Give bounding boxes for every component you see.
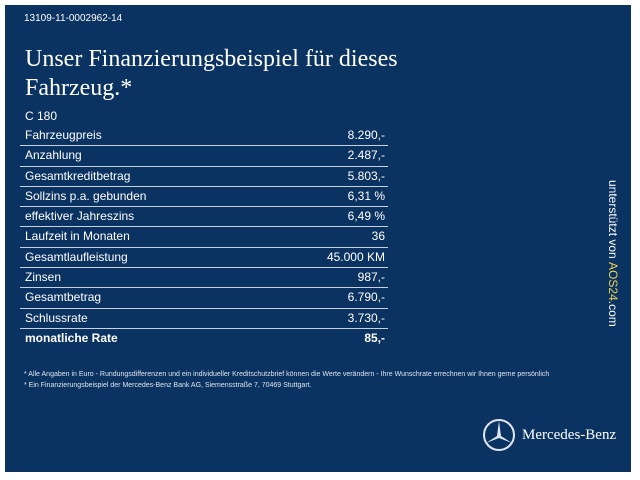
row-label: Fahrzeugpreis — [25, 128, 102, 142]
row-value: 6,49 % — [347, 209, 385, 224]
row-value: 987,- — [357, 270, 385, 285]
row-value: 36 — [371, 229, 385, 244]
sponsor-text: unterstützt von AOS24.com — [606, 180, 620, 327]
financing-table: Fahrzeugpreis 8.290,- Anzahlung 2.487,- Gesa… — [20, 126, 388, 348]
table-row: Gesamtlaufleistung 45.000 KM — [20, 248, 388, 269]
page-title: Unser Finanzierungsbeispiel für dieses F… — [25, 46, 398, 101]
row-value: 45.000 KM — [326, 249, 385, 264]
sponsor-suffix: .com — [606, 300, 620, 327]
table-row: Fahrzeugpreis 8.290,- — [20, 126, 388, 147]
financing-panel: 13109-11-0002962-14 Unser Finanzierungsb… — [5, 5, 631, 472]
table-row: Gesamtbetrag 6.790,- — [20, 288, 388, 309]
vehicle-code: 13109-11-0002962-14 — [24, 13, 123, 24]
table-row: monatliche Rate 85,- — [20, 329, 388, 348]
table-row: Gesamtkreditbetrag 5.803,- — [20, 167, 388, 187]
footnote: * Ein Finanzierungsbeispiel der Mercedes… — [24, 382, 312, 389]
row-label: Anzahlung — [25, 148, 82, 163]
mercedes-star-icon — [483, 419, 515, 451]
row-label: Laufzeit in Monaten — [25, 229, 130, 244]
table-row: Anzahlung 2.487,- — [20, 146, 388, 167]
model-name: C 180 — [25, 109, 58, 123]
row-value: 6,31 % — [347, 188, 385, 203]
row-value: 8.290,- — [347, 128, 385, 142]
sponsor-prefix: unterstützt von — [606, 180, 620, 263]
table-row: Schlussrate 3.730,- — [20, 309, 388, 329]
footnote: * Alle Angaben in Euro - Rundungsdiffere… — [24, 371, 550, 378]
row-value: 5.803,- — [347, 168, 385, 183]
table-row: effektiver Jahreszins 6,49 % — [20, 207, 388, 228]
row-label: Gesamtkreditbetrag — [25, 168, 131, 183]
mercedes-logo: Mercedes-Benz — [482, 418, 616, 452]
row-value: 85,- — [364, 330, 385, 345]
row-label: Zinsen — [25, 270, 62, 285]
row-label: Gesamtlaufleistung — [25, 249, 128, 264]
sponsor-brand: AOS24 — [606, 262, 620, 301]
logo-text: Mercedes-Benz — [522, 426, 617, 443]
row-value: 3.730,- — [347, 310, 385, 325]
table-row: Zinsen 987,- — [20, 268, 388, 289]
table-row: Sollzins p.a. gebunden 6,31 % — [20, 187, 388, 208]
row-label: effektiver Jahreszins — [25, 209, 135, 224]
row-value: 6.790,- — [347, 290, 385, 305]
footnotes: * Alle Angaben in Euro - Rundungsdiffere… — [24, 369, 549, 391]
row-label: monatliche Rate — [25, 330, 118, 345]
row-label: Gesamtbetrag — [25, 290, 102, 305]
row-label: Sollzins p.a. gebunden — [25, 188, 147, 203]
row-label: Schlussrate — [25, 310, 88, 325]
table-row: Laufzeit in Monaten 36 — [20, 227, 388, 248]
row-value: 2.487,- — [347, 148, 385, 163]
